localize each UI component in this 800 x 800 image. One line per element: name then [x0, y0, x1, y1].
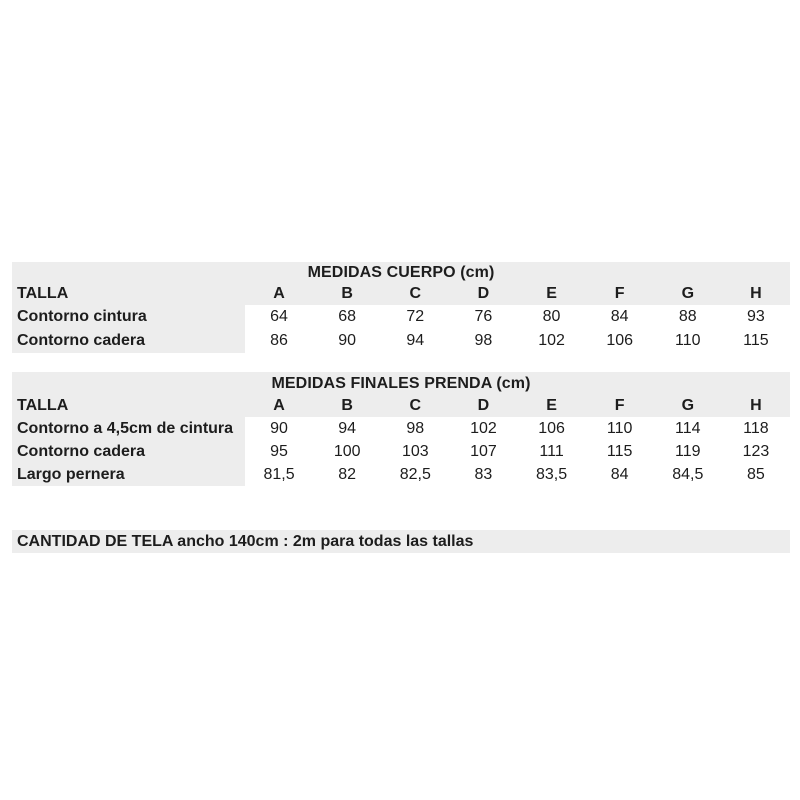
size-header-cell: B: [341, 285, 353, 302]
value-cell: 115: [606, 442, 633, 460]
row-values: 95 100 103 107 111 115 119 123: [245, 440, 790, 463]
value-cell: 72: [406, 308, 425, 325]
row-label: Contorno cadera: [12, 329, 245, 353]
value-cell: 114: [675, 419, 701, 437]
value-cell: 100: [333, 442, 361, 460]
table-row-waist-finished: Contorno a 4,5cm de cintura 90 94 98 102…: [12, 417, 790, 440]
size-header-cell: H: [750, 397, 762, 414]
row-values: 90 94 98 102 106 110 114 118: [245, 417, 790, 440]
size-header-cell: B: [341, 397, 353, 414]
value-cell: 83,5: [535, 465, 568, 483]
value-cell: 83: [474, 465, 493, 483]
value-cell: 81,5: [263, 465, 295, 483]
value-cell: 110: [675, 332, 701, 349]
value-cell: 98: [406, 419, 425, 437]
row-values: 86 90 94 98 102 106 110 115: [245, 329, 790, 353]
table-row-waist: Contorno cintura 64 68 72 76 80 84 88 93: [12, 305, 790, 329]
row-label: Contorno cadera: [12, 440, 245, 463]
value-cell: 84: [610, 465, 629, 483]
value-cell: 118: [743, 419, 769, 437]
value-cell: 106: [538, 419, 565, 437]
size-header-cell: G: [681, 397, 695, 414]
fabric-quantity-note: CANTIDAD DE TELA ancho 140cm : 2m para t…: [12, 530, 790, 553]
size-header-cell: E: [546, 397, 557, 414]
row-values: 81,5 82 82,5 83 83,5 84 84,5 85: [245, 463, 790, 486]
value-cell: 103: [401, 442, 429, 460]
size-header-cells: A B C D E F G H: [245, 283, 790, 305]
value-cell: 111: [539, 442, 564, 460]
value-cell: 115: [743, 332, 769, 349]
table-row-hip: Contorno cadera 86 90 94 98 102 106 110 …: [12, 329, 790, 353]
value-cell: 64: [270, 308, 288, 325]
value-cell: 86: [270, 332, 288, 349]
size-header-cell: G: [681, 285, 695, 302]
table-row-leg-length: Largo pernera 81,5 82 82,5 83 83,5 84 84…: [12, 463, 790, 486]
body-table-size-header-row: TALLA A B C D E F G H: [12, 283, 790, 305]
value-cell: 84: [610, 308, 629, 325]
row-values: 64 68 72 76 80 84 88 93: [245, 305, 790, 329]
size-header-cell: H: [750, 285, 762, 302]
size-header-cell: D: [477, 285, 490, 302]
garment-measurements-table: MEDIDAS FINALES PRENDA (cm) TALLA A B C …: [12, 372, 790, 486]
row-label: Contorno cintura: [12, 305, 245, 329]
value-cell: 80: [542, 308, 561, 325]
size-header-cell: F: [614, 285, 625, 302]
value-cell: 94: [406, 332, 425, 349]
size-header-cell: A: [273, 285, 285, 302]
size-header-cell: A: [273, 397, 285, 414]
value-cell: 119: [675, 442, 701, 460]
value-cell: 94: [338, 419, 357, 437]
value-cell: 90: [338, 332, 357, 349]
body-measurements-table: MEDIDAS CUERPO (cm) TALLA A B C D E F G …: [12, 262, 790, 353]
value-cell: 95: [270, 442, 288, 460]
row-label: Contorno a 4,5cm de cintura: [12, 417, 245, 440]
size-header-cell: F: [614, 397, 625, 414]
value-cell: 98: [474, 332, 493, 349]
table-row-hip-finished: Contorno cadera 95 100 103 107 111 115 1…: [12, 440, 790, 463]
size-header-cell: C: [409, 397, 422, 414]
garment-table-title: MEDIDAS FINALES PRENDA (cm): [271, 374, 531, 392]
size-header-cell: D: [477, 397, 490, 414]
value-cell: 90: [270, 419, 288, 437]
value-cell: 85: [747, 465, 765, 483]
body-table-title: MEDIDAS CUERPO (cm): [307, 263, 495, 281]
row-label: Largo pernera: [12, 463, 245, 486]
size-header-cell: E: [546, 285, 557, 302]
value-cell: 107: [470, 442, 497, 460]
value-cell: 102: [538, 332, 565, 349]
value-cell: 93: [747, 308, 765, 325]
value-cell: 82: [338, 465, 357, 483]
size-header-cell: C: [409, 285, 422, 302]
value-cell: 68: [338, 308, 357, 325]
size-row-label: TALLA: [12, 285, 245, 303]
value-cell: 110: [606, 419, 633, 437]
size-header-cells: A B C D E F G H: [245, 395, 790, 417]
value-cell: 88: [678, 308, 697, 325]
value-cell: 123: [742, 442, 770, 460]
value-cell: 106: [606, 332, 634, 349]
size-row-label: TALLA: [12, 397, 245, 415]
value-cell: 102: [470, 419, 497, 437]
garment-table-size-header-row: TALLA A B C D E F G H: [12, 395, 790, 417]
value-cell: 76: [474, 308, 493, 325]
value-cell: 84,5: [672, 465, 704, 483]
value-cell: 82,5: [399, 465, 431, 483]
